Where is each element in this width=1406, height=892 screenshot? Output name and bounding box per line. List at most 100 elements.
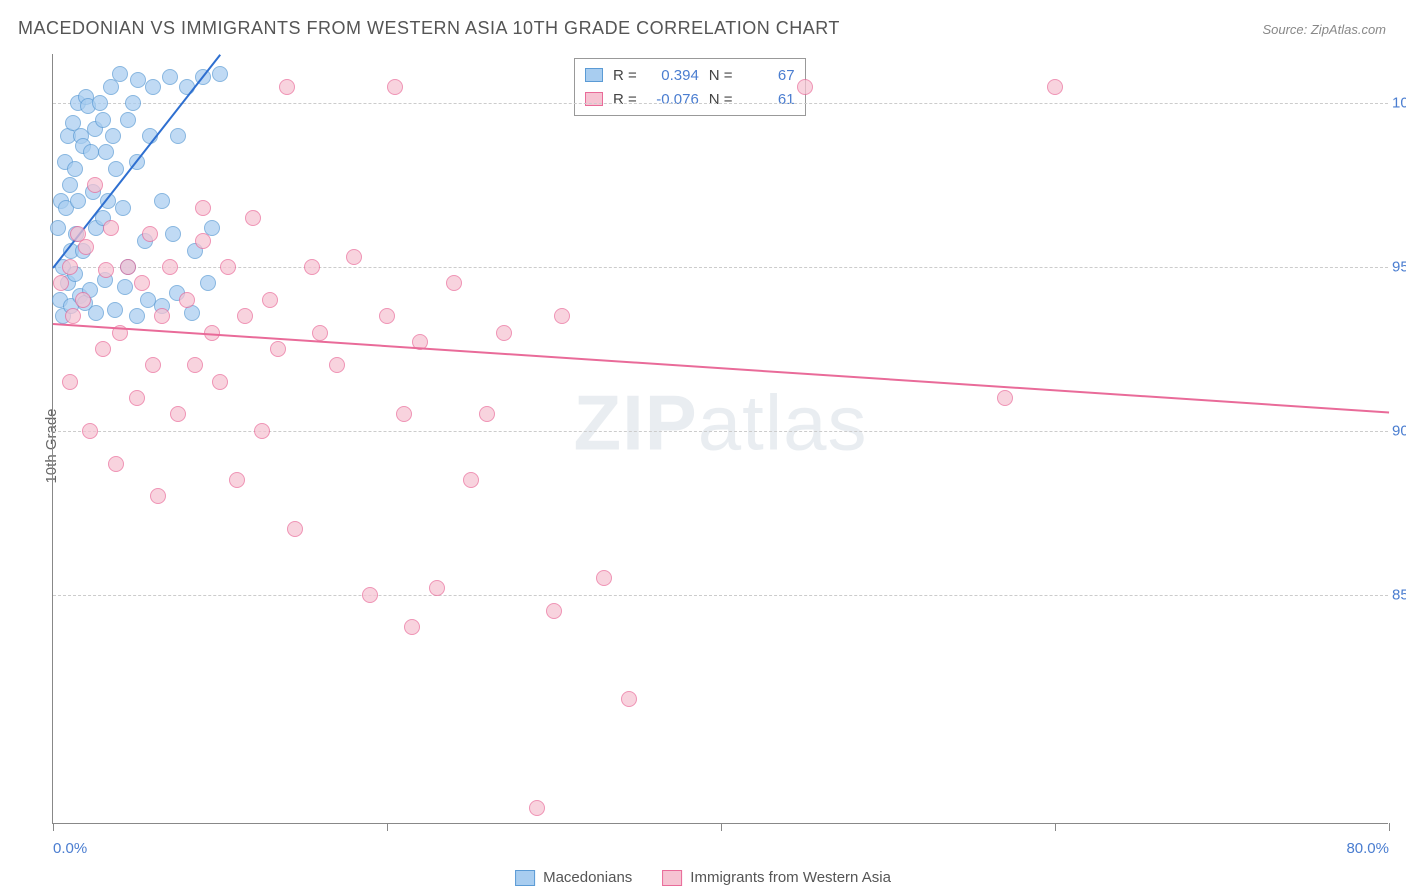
scatter-point [554, 308, 570, 324]
scatter-point [83, 144, 99, 160]
scatter-point [279, 79, 295, 95]
legend-r-label: R = [613, 67, 637, 84]
scatter-point [312, 325, 328, 341]
scatter-point [95, 112, 111, 128]
scatter-point [229, 472, 245, 488]
scatter-point [82, 423, 98, 439]
legend-swatch [662, 870, 682, 886]
scatter-point [103, 220, 119, 236]
scatter-point [154, 193, 170, 209]
scatter-point [95, 341, 111, 357]
scatter-point [108, 456, 124, 472]
scatter-point [245, 210, 261, 226]
scatter-point [129, 390, 145, 406]
scatter-point [50, 220, 66, 236]
legend-n-value: 61 [743, 91, 795, 108]
series-legend: Macedonians Immigrants from Western Asia [515, 869, 891, 886]
scatter-point [479, 406, 495, 422]
scatter-point [362, 587, 378, 603]
scatter-point [125, 95, 141, 111]
scatter-point [134, 275, 150, 291]
scatter-point [154, 308, 170, 324]
scatter-point [162, 69, 178, 85]
gridline-horizontal [53, 595, 1388, 596]
legend-n-label: N = [709, 67, 733, 84]
regression-line [53, 323, 1389, 413]
scatter-point [62, 177, 78, 193]
scatter-plot-area: ZIPatlas R =0.394N =67R =-0.076N =61 85.… [52, 54, 1388, 824]
correlation-legend: R =0.394N =67R =-0.076N =61 [574, 58, 806, 116]
y-tick-label: 85.0% [1392, 586, 1406, 603]
scatter-point [287, 521, 303, 537]
scatter-point [117, 279, 133, 295]
scatter-point [212, 66, 228, 82]
legend-row: R =-0.076N =61 [585, 87, 795, 111]
scatter-point [1047, 79, 1063, 95]
scatter-point [195, 233, 211, 249]
scatter-point [130, 72, 146, 88]
chart-title: MACEDONIAN VS IMMIGRANTS FROM WESTERN AS… [18, 18, 840, 39]
scatter-point [195, 200, 211, 216]
scatter-point [262, 292, 278, 308]
scatter-point [120, 112, 136, 128]
x-tick-label: 0.0% [53, 840, 87, 857]
scatter-point [62, 374, 78, 390]
scatter-point [200, 275, 216, 291]
scatter-point [108, 161, 124, 177]
scatter-point [179, 292, 195, 308]
y-tick-label: 100.0% [1392, 95, 1406, 112]
scatter-point [797, 79, 813, 95]
legend-item: Immigrants from Western Asia [662, 869, 891, 886]
legend-item: Macedonians [515, 869, 632, 886]
legend-swatch [515, 870, 535, 886]
scatter-point [62, 259, 78, 275]
legend-label: Macedonians [543, 869, 632, 886]
scatter-point [98, 144, 114, 160]
legend-r-value: 0.394 [647, 67, 699, 84]
scatter-point [254, 423, 270, 439]
gridline-horizontal [53, 103, 1388, 104]
scatter-point [187, 357, 203, 373]
legend-label: Immigrants from Western Asia [690, 869, 891, 886]
scatter-point [162, 259, 178, 275]
scatter-point [98, 262, 114, 278]
scatter-point [429, 580, 445, 596]
scatter-point [142, 226, 158, 242]
scatter-point [463, 472, 479, 488]
scatter-point [92, 95, 108, 111]
scatter-point [78, 239, 94, 255]
scatter-point [546, 603, 562, 619]
legend-row: R = 0.394 N = 67 [585, 63, 795, 87]
scatter-point [387, 79, 403, 95]
legend-r-label: R = [613, 91, 637, 108]
scatter-point [75, 292, 91, 308]
scatter-point [496, 325, 512, 341]
x-tick-label: 80.0% [1346, 840, 1389, 857]
y-tick-label: 90.0% [1392, 422, 1406, 439]
scatter-point [446, 275, 462, 291]
watermark-bold: ZIP [573, 379, 697, 467]
legend-swatch [585, 68, 603, 82]
scatter-point [596, 570, 612, 586]
x-tick [1055, 823, 1056, 831]
scatter-point [237, 308, 253, 324]
scatter-point [107, 302, 123, 318]
scatter-point [529, 800, 545, 816]
scatter-point [145, 79, 161, 95]
scatter-point [65, 308, 81, 324]
legend-n-value: 67 [743, 67, 795, 84]
scatter-point [165, 226, 181, 242]
scatter-point [87, 177, 103, 193]
scatter-point [212, 374, 228, 390]
legend-r-value: -0.076 [647, 91, 699, 108]
scatter-point [88, 305, 104, 321]
scatter-point [129, 308, 145, 324]
source-attribution: Source: ZipAtlas.com [1262, 22, 1386, 37]
scatter-point [170, 128, 186, 144]
scatter-point [621, 691, 637, 707]
x-tick [721, 823, 722, 831]
scatter-point [170, 406, 186, 422]
scatter-point [329, 357, 345, 373]
scatter-point [304, 259, 320, 275]
scatter-point [396, 406, 412, 422]
